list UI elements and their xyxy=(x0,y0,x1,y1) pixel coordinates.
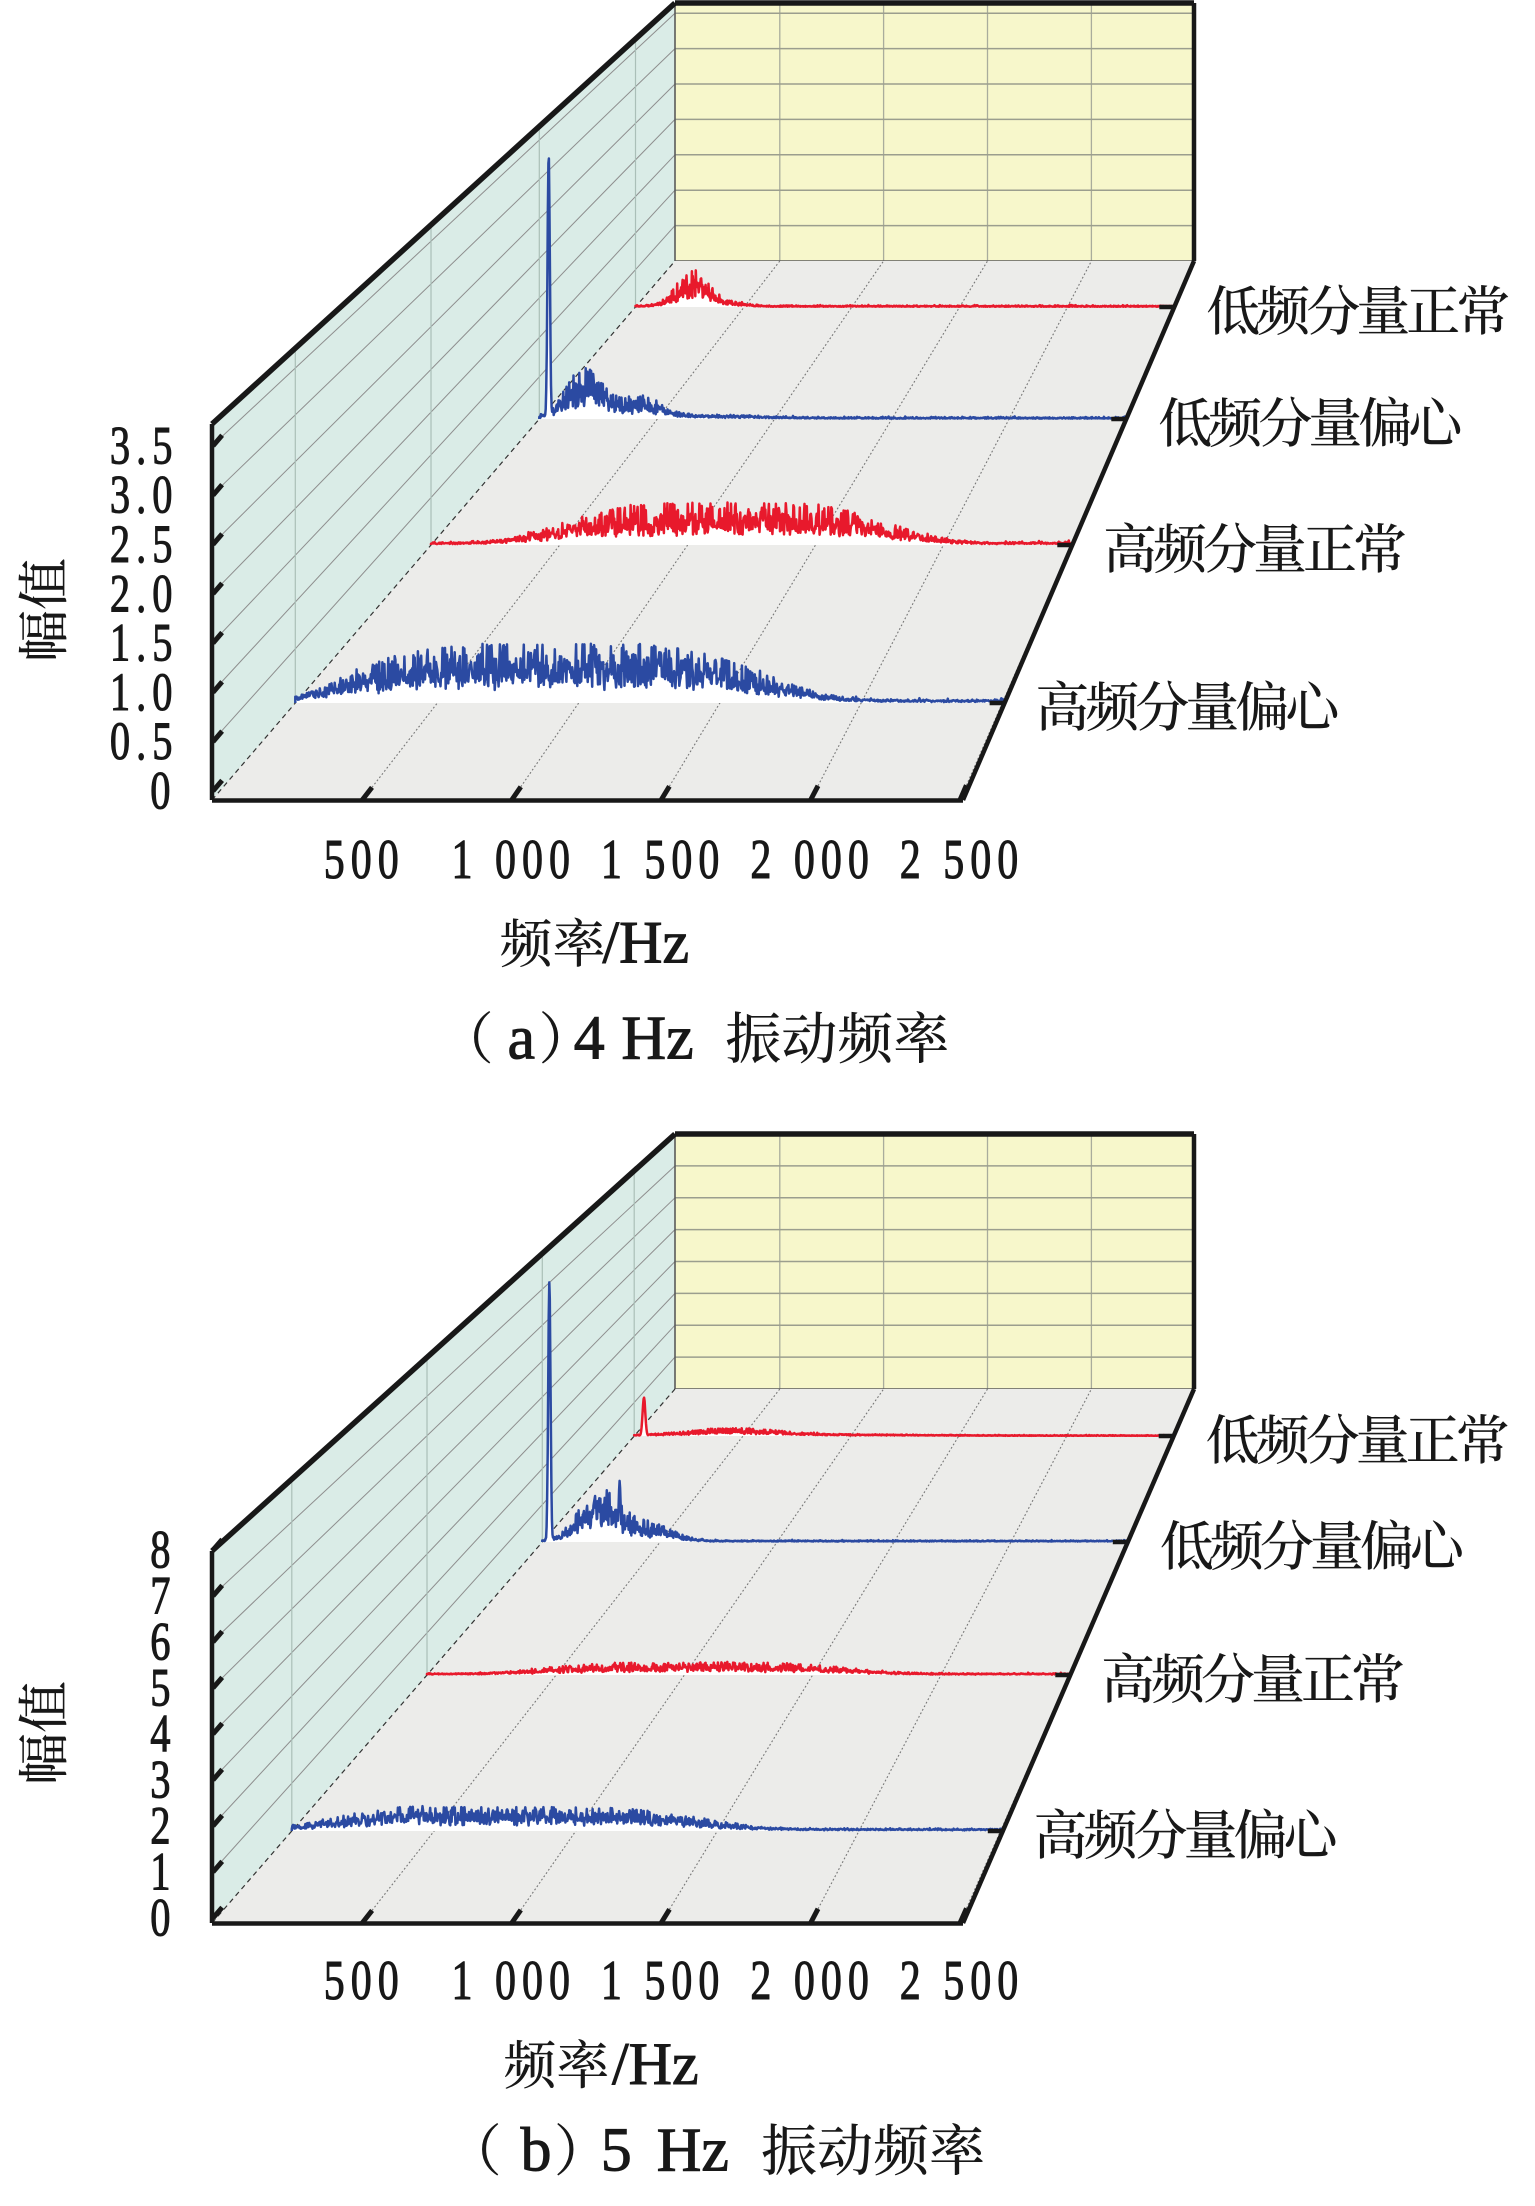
svg-text:5: 5 xyxy=(601,2117,632,2185)
svg-text:2 000: 2 000 xyxy=(750,828,874,890)
svg-text:/Hz: /Hz xyxy=(603,910,690,976)
svg-text:2: 2 xyxy=(150,1796,176,1856)
svg-text:3.5: 3.5 xyxy=(110,416,179,476)
svg-text:1: 1 xyxy=(150,1842,176,1902)
svg-text:2 500: 2 500 xyxy=(900,828,1024,890)
svg-text:a: a xyxy=(508,1005,536,1073)
svg-text:0.5: 0.5 xyxy=(110,712,179,772)
svg-text:6: 6 xyxy=(150,1612,176,1672)
svg-text:5: 5 xyxy=(150,1658,176,1718)
svg-text:2.0: 2.0 xyxy=(110,564,179,624)
svg-text:3: 3 xyxy=(150,1750,176,1810)
svg-text:1 500: 1 500 xyxy=(601,1949,725,2011)
svg-text:4: 4 xyxy=(574,1005,605,1073)
svg-text:500: 500 xyxy=(324,828,405,890)
svg-text:1 000: 1 000 xyxy=(451,828,575,890)
svg-text:500: 500 xyxy=(324,1949,405,2011)
svg-text:1.5: 1.5 xyxy=(110,613,179,673)
svg-text:Hz: Hz xyxy=(621,1005,693,1073)
svg-text:Hz: Hz xyxy=(657,2117,729,2185)
svg-text:4: 4 xyxy=(150,1704,176,1764)
svg-text:/Hz: /Hz xyxy=(612,2031,699,2097)
svg-text:1 500: 1 500 xyxy=(601,828,725,890)
svg-text:1 000: 1 000 xyxy=(451,1949,575,2011)
svg-text:b: b xyxy=(521,2117,552,2185)
svg-text:2 000: 2 000 xyxy=(750,1949,874,2011)
svg-text:8: 8 xyxy=(150,1520,176,1580)
svg-text:2 500: 2 500 xyxy=(900,1949,1024,2011)
svg-text:1.0: 1.0 xyxy=(110,662,179,722)
svg-text:0: 0 xyxy=(150,761,176,821)
svg-text:0: 0 xyxy=(150,1888,176,1948)
svg-text:7: 7 xyxy=(150,1566,176,1626)
svg-text:2.5: 2.5 xyxy=(110,514,179,574)
svg-text:3.0: 3.0 xyxy=(110,465,179,525)
